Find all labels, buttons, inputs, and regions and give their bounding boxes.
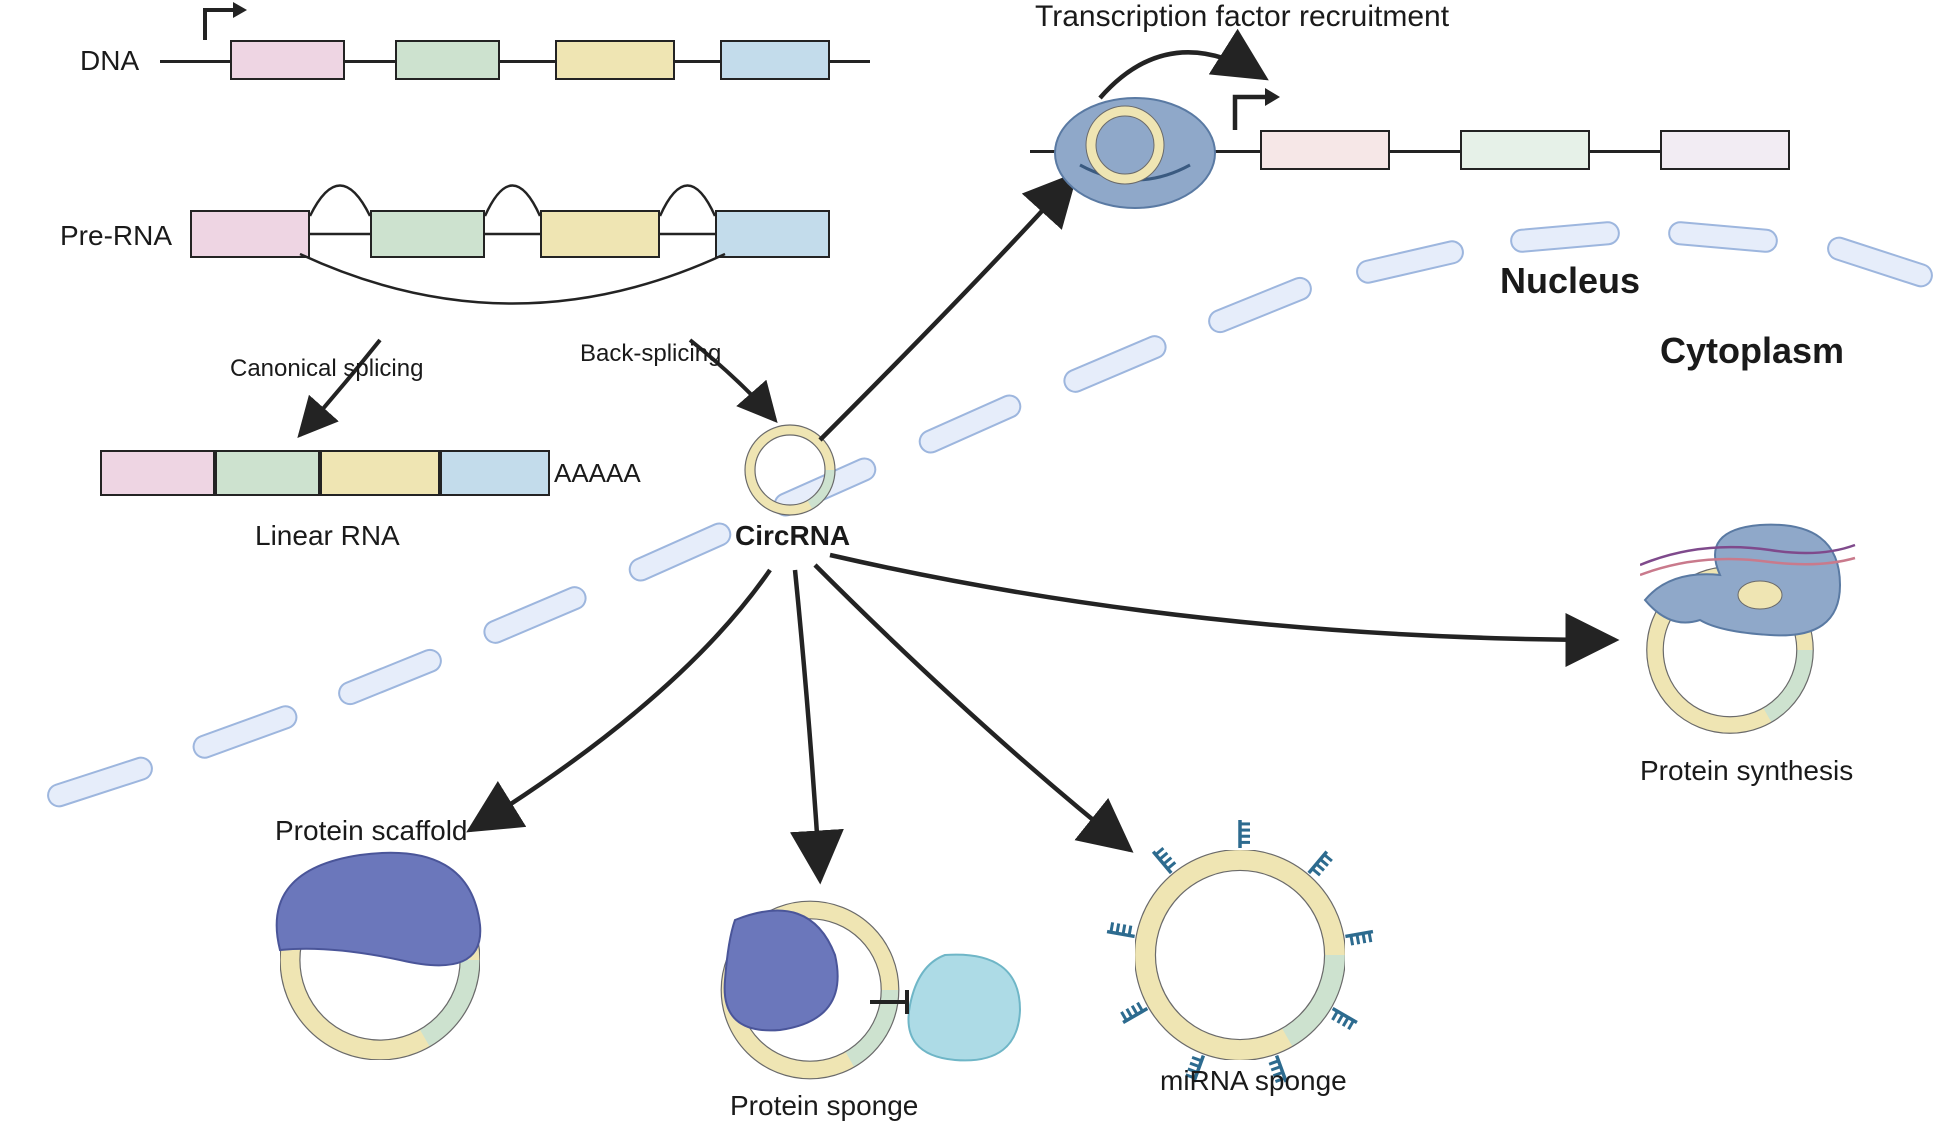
label-linearRNA: Linear RNA xyxy=(255,520,400,552)
label-cytoplasm: Cytoplasm xyxy=(1660,330,1844,372)
membrane-segment-2 xyxy=(335,645,446,708)
label-proteinSynthesis: Protein synthesis xyxy=(1640,755,1853,787)
diagram-canvas: DNA Pre-RNA Canonical splicing Back-splici… xyxy=(0,0,1946,1128)
membrane-segment-4 xyxy=(625,519,735,586)
membrane-segment-9 xyxy=(1354,238,1467,286)
ribosome-icon xyxy=(1640,510,1860,680)
linear-exon-1 xyxy=(215,450,320,496)
tf-complex-icon xyxy=(1040,75,1240,235)
membrane-segment-10 xyxy=(1509,220,1621,253)
membrane-segment-8 xyxy=(1205,273,1316,336)
label-prerna: Pre-RNA xyxy=(60,220,172,252)
prerna-exon-3 xyxy=(715,210,830,258)
dna-exon-0 xyxy=(230,40,345,80)
inhibition-icon xyxy=(865,982,925,1022)
linear-exon-2 xyxy=(320,450,440,496)
linear-exon-3 xyxy=(440,450,550,496)
label-backsplicing: Back-splicing xyxy=(580,340,721,368)
membrane-segment-1 xyxy=(189,702,301,762)
dna-exon-3 xyxy=(720,40,830,80)
prerna-splice-arcs xyxy=(0,0,1946,1128)
label-proteinSponge: Protein sponge xyxy=(730,1090,918,1122)
label-proteinScaffold: Protein scaffold xyxy=(275,815,468,847)
linear-exon-0 xyxy=(100,450,215,496)
label-canonical: Canonical splicing xyxy=(230,355,423,383)
membrane-segment-5 xyxy=(770,454,880,521)
prerna-exon-0 xyxy=(190,210,310,258)
label-circRNA: CircRNA xyxy=(735,520,850,552)
circrna-sponge xyxy=(720,900,900,1080)
membrane-segment-3 xyxy=(480,582,591,647)
circrna-mirna xyxy=(1135,850,1345,1060)
tf-dna-backbone xyxy=(1030,150,1760,153)
prerna-exon-2 xyxy=(540,210,660,258)
membrane-segment-7 xyxy=(1060,331,1171,396)
circrna-scaffold xyxy=(280,860,480,1060)
circrna-synth xyxy=(1645,565,1815,735)
scaffold-protein-icon xyxy=(250,830,510,1010)
tf-exon-2 xyxy=(1660,130,1790,170)
sponge-protein-free-icon xyxy=(890,940,1040,1080)
sponge-protein-bound-icon xyxy=(700,880,860,1060)
prerna-exon-1 xyxy=(370,210,485,258)
dna-exon-2 xyxy=(555,40,675,80)
membrane-segment-0 xyxy=(44,754,156,811)
membrane-segment-6 xyxy=(915,391,1025,458)
mirna-teeth xyxy=(0,0,1946,1128)
function-arrows xyxy=(0,0,1946,1128)
label-aaaaa: AAAAA xyxy=(554,458,641,489)
dna-exon-1 xyxy=(395,40,500,80)
membrane-segment-12 xyxy=(1824,234,1936,291)
label-mirnaSponge: miRNA sponge xyxy=(1160,1065,1347,1097)
label-nucleus: Nucleus xyxy=(1500,260,1640,302)
label-tfRecruit: Transcription factor recruitment xyxy=(1035,0,1449,34)
tf-exon-0 xyxy=(1260,130,1390,170)
membrane-segment-11 xyxy=(1667,220,1779,253)
tf-exon-1 xyxy=(1460,130,1590,170)
splicing-arrows xyxy=(0,0,1946,1128)
label-dna: DNA xyxy=(80,45,139,77)
